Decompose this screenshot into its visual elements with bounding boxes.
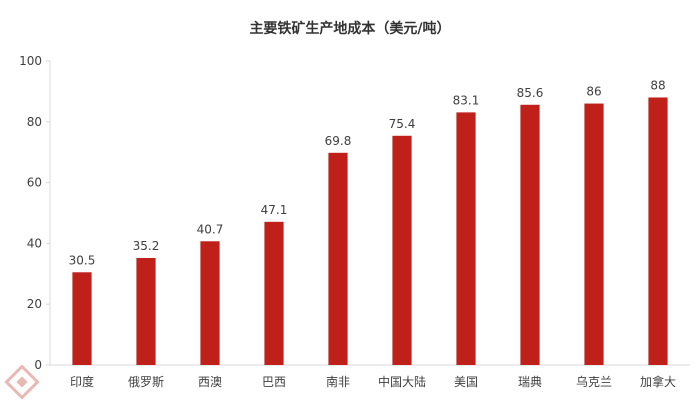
watermark-logo-icon [4, 364, 40, 400]
data-label: 85.6 [517, 86, 544, 100]
bar [584, 103, 604, 365]
chart-title: 主要铁矿生产地成本（美元/吨） [249, 20, 450, 37]
data-label: 35.2 [133, 239, 160, 253]
bars-group [72, 97, 668, 365]
x-tick-labels-group: 印度 俄罗斯 西澳 巴西 南非 中国大陆 美国 瑞典 乌克兰 加拿大 [70, 374, 676, 389]
y-tick-label: 80 [27, 115, 42, 129]
y-tick-label: 20 [27, 297, 42, 311]
y-tick-label: 60 [27, 176, 42, 190]
value-labels-group: 30.5 35.2 40.7 47.1 69.8 75.4 83.1 85.6 86 88 [69, 78, 666, 267]
data-label: 30.5 [69, 253, 96, 267]
y-tick-label: 100 [19, 54, 42, 68]
x-tick-label: 瑞典 [518, 375, 542, 389]
data-label: 40.7 [197, 222, 224, 236]
bar [648, 97, 668, 365]
x-tick-label: 加拿大 [640, 374, 676, 389]
y-tick-label: 40 [27, 236, 42, 250]
y-axis: 0 20 40 60 80 100 [19, 54, 51, 372]
y-tick-label: 0 [34, 358, 42, 372]
bar [136, 257, 156, 365]
bar [200, 241, 220, 365]
data-label: 83.1 [453, 93, 480, 107]
x-tick-label: 俄罗斯 [128, 375, 164, 389]
data-label: 69.8 [325, 134, 352, 148]
data-label: 86 [586, 85, 601, 99]
x-tick-label: 西澳 [198, 375, 222, 389]
x-tick-label: 印度 [70, 374, 94, 389]
x-tick-label: 巴西 [262, 375, 286, 389]
x-tick-label: 中国大陆 [378, 374, 426, 389]
bar [72, 272, 92, 365]
bar [392, 135, 412, 365]
data-label: 88 [650, 78, 665, 92]
bar [264, 221, 284, 365]
data-label: 75.4 [389, 117, 416, 131]
x-tick-label: 南非 [326, 374, 350, 389]
bar [456, 112, 476, 365]
bar [520, 104, 540, 365]
data-label: 47.1 [261, 203, 288, 217]
x-tick-label: 乌克兰 [576, 374, 612, 389]
bar [328, 152, 348, 365]
x-tick-label: 美国 [454, 375, 478, 389]
